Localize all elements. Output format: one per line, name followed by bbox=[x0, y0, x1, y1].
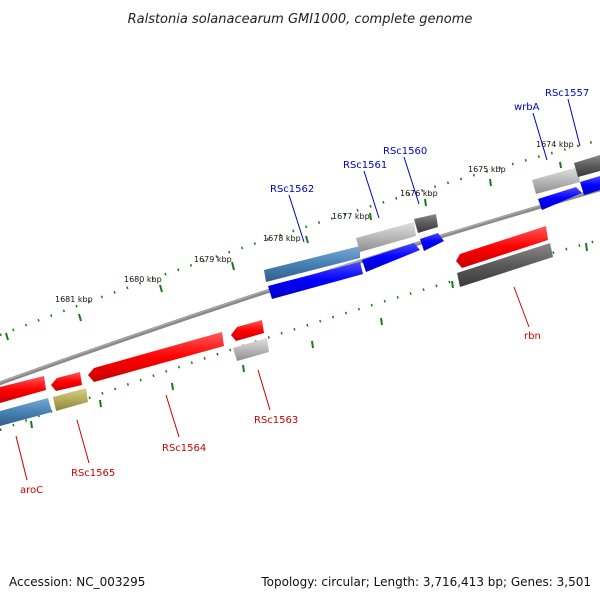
leader-rsc1564 bbox=[165, 394, 180, 438]
cds-reverse-aroc[interactable] bbox=[0, 376, 46, 403]
tick-label-1674: 1674 kbp bbox=[536, 140, 574, 149]
cds-darkgray-1557[interactable] bbox=[574, 155, 600, 177]
cds-forward-1562[interactable] bbox=[268, 262, 363, 299]
gene-label-rsc1565[interactable]: RSc1565 bbox=[71, 468, 115, 479]
gene-label-rsc1560[interactable]: RSc1560 bbox=[383, 146, 427, 157]
cds-forward-1557[interactable] bbox=[580, 176, 600, 195]
tick-label-1677: 1677 kbp bbox=[332, 212, 370, 221]
tick-label-1679: 1679 kbp bbox=[194, 255, 232, 264]
cds-reverse-1564[interactable] bbox=[88, 332, 224, 382]
tick-label-1676: 1676 kbp bbox=[400, 189, 438, 198]
leader-rsc1562 bbox=[288, 194, 305, 243]
leader-rsc1557 bbox=[567, 98, 581, 147]
genome-stats-text: Topology: circular; Length: 3,716,413 bp… bbox=[260, 575, 591, 589]
tick-label-1678: 1678 kbp bbox=[263, 234, 301, 243]
gene-label-rsc1562[interactable]: RSc1562 bbox=[270, 184, 314, 195]
cds-forward-1560[interactable] bbox=[420, 233, 444, 251]
outer-cds-track bbox=[0, 155, 600, 426]
label-leaders bbox=[15, 98, 581, 481]
leader-rbn bbox=[513, 286, 530, 328]
cds-lightgray-1563[interactable] bbox=[233, 338, 269, 361]
leader-rsc1561 bbox=[363, 170, 380, 219]
cds-forward-wrba[interactable] bbox=[538, 187, 582, 210]
cds-reverse-1565[interactable] bbox=[51, 372, 82, 391]
map-title: Ralstonia solanacearum GMI1000, complete… bbox=[128, 12, 473, 27]
cds-steelblue-aroc[interactable] bbox=[0, 398, 52, 426]
cds-lightgray-1561[interactable] bbox=[356, 222, 416, 252]
gene-label-wrba[interactable]: wrbA bbox=[514, 102, 540, 113]
leader-aroc bbox=[15, 435, 28, 481]
major-ticks-outer bbox=[5, 161, 562, 341]
leader-wrba bbox=[532, 112, 548, 161]
gene-label-aroc[interactable]: aroC bbox=[20, 485, 43, 496]
gene-label-rsc1563[interactable]: RSc1563 bbox=[254, 415, 298, 426]
gene-label-rsc1564[interactable]: RSc1564 bbox=[162, 443, 206, 454]
cds-reverse-1563[interactable] bbox=[231, 320, 264, 341]
cds-darkgray-1560[interactable] bbox=[414, 214, 438, 233]
cds-reverse-rbn[interactable] bbox=[456, 226, 548, 268]
accession-text: Accession: NC_003295 bbox=[9, 575, 145, 589]
cds-steelblue[interactable] bbox=[264, 246, 360, 282]
tick-label-1681: 1681 kbp bbox=[55, 295, 93, 304]
reverse-strand-track bbox=[0, 226, 548, 403]
cds-lightgray-wrba[interactable] bbox=[532, 167, 580, 194]
gene-label-rsc1557[interactable]: RSc1557 bbox=[545, 88, 589, 99]
leader-rsc1563 bbox=[257, 369, 271, 411]
leader-rsc1560 bbox=[403, 156, 420, 205]
leader-rsc1565 bbox=[76, 419, 90, 464]
tick-label-1675: 1675 kbp bbox=[468, 165, 506, 174]
cds-khaki-1565[interactable] bbox=[53, 388, 88, 411]
gene-label-rsc1561[interactable]: RSc1561 bbox=[343, 160, 387, 171]
tick-label-1680: 1680 kbp bbox=[124, 275, 162, 284]
cds-forward-1561[interactable] bbox=[362, 243, 420, 272]
forward-strand-track bbox=[268, 176, 600, 299]
gene-label-rbn[interactable]: rbn bbox=[524, 331, 541, 342]
cds-darkgray-rbn[interactable] bbox=[457, 243, 553, 287]
